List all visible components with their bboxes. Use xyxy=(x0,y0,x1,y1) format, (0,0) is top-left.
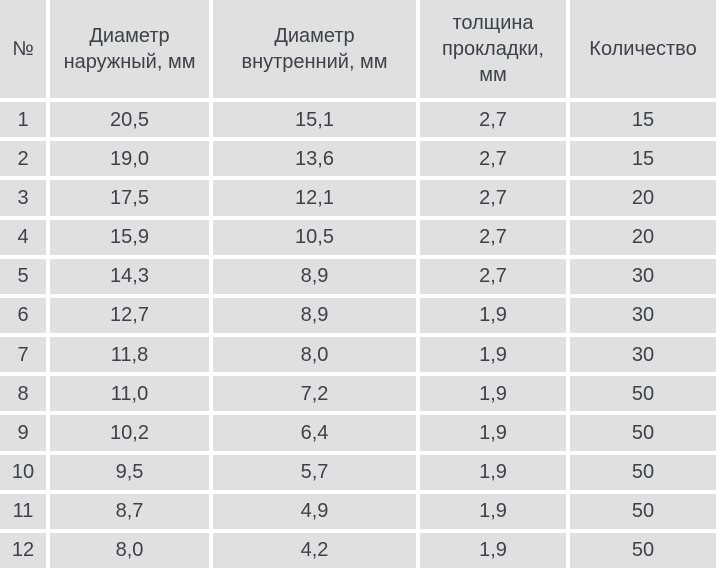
table-cell: 17,5 xyxy=(50,180,209,216)
table-cell: 10,5 xyxy=(213,219,416,255)
table-cell: 11,8 xyxy=(50,337,209,373)
table-cell: 19,0 xyxy=(50,141,209,177)
table-cell: 1,9 xyxy=(420,493,566,529)
table-cell: 7 xyxy=(0,337,46,373)
table-cell: 10 xyxy=(0,454,46,490)
table-cell: 12,1 xyxy=(213,180,416,216)
table-cell: 6 xyxy=(0,297,46,333)
table-cell: 50 xyxy=(570,376,716,412)
table-cell: 50 xyxy=(570,454,716,490)
column-header-gasket-thickness: толщина прокладки, мм xyxy=(420,0,566,98)
table-cell: 30 xyxy=(570,337,716,373)
table-cell: 9 xyxy=(0,415,46,451)
table-cell: 2,7 xyxy=(420,180,566,216)
table-cell: 15 xyxy=(570,141,716,177)
table-cell: 50 xyxy=(570,493,716,529)
table-cell: 15,9 xyxy=(50,219,209,255)
table-cell: 4 xyxy=(0,219,46,255)
table-cell: 2 xyxy=(0,141,46,177)
table-cell: 1,9 xyxy=(420,415,566,451)
table-cell: 50 xyxy=(570,532,716,568)
column-header-number: № xyxy=(0,0,46,98)
table-cell: 20 xyxy=(570,219,716,255)
table-cell: 10,2 xyxy=(50,415,209,451)
table-cell: 5,7 xyxy=(213,454,416,490)
table-cell: 1,9 xyxy=(420,376,566,412)
table-cell: 11,0 xyxy=(50,376,209,412)
column-header-inner-diameter: Диаметр внутренний, мм xyxy=(213,0,416,98)
table-cell: 2,7 xyxy=(420,102,566,138)
table-cell: 50 xyxy=(570,415,716,451)
table-cell: 20,5 xyxy=(50,102,209,138)
table-cell: 1,9 xyxy=(420,532,566,568)
table-cell: 9,5 xyxy=(50,454,209,490)
table-cell: 15 xyxy=(570,102,716,138)
table-cell: 6,4 xyxy=(213,415,416,451)
table-cell: 30 xyxy=(570,297,716,333)
table-cell: 1 xyxy=(0,102,46,138)
table-cell: 4,2 xyxy=(213,532,416,568)
table-cell: 2,7 xyxy=(420,219,566,255)
column-header-outer-diameter: Диаметр наружный, мм xyxy=(50,0,209,98)
table-cell: 8,7 xyxy=(50,493,209,529)
table-cell: 30 xyxy=(570,258,716,294)
table-cell: 7,2 xyxy=(213,376,416,412)
table-cell: 4,9 xyxy=(213,493,416,529)
table-cell: 1,9 xyxy=(420,337,566,373)
table-cell: 1,9 xyxy=(420,454,566,490)
table-cell: 1,9 xyxy=(420,297,566,333)
table-cell: 8,9 xyxy=(213,258,416,294)
table-cell: 5 xyxy=(0,258,46,294)
table-cell: 8,9 xyxy=(213,297,416,333)
table-cell: 2,7 xyxy=(420,141,566,177)
table-cell: 8,0 xyxy=(213,337,416,373)
table-cell: 13,6 xyxy=(213,141,416,177)
table-cell: 11 xyxy=(0,493,46,529)
table-cell: 8,0 xyxy=(50,532,209,568)
table-cell: 14,3 xyxy=(50,258,209,294)
column-header-quantity: Количество xyxy=(570,0,716,98)
table-cell: 12 xyxy=(0,532,46,568)
table-cell: 12,7 xyxy=(50,297,209,333)
table-cell: 15,1 xyxy=(213,102,416,138)
table-cell: 3 xyxy=(0,180,46,216)
table-cell: 20 xyxy=(570,180,716,216)
table-cell: 8 xyxy=(0,376,46,412)
table-cell: 2,7 xyxy=(420,258,566,294)
